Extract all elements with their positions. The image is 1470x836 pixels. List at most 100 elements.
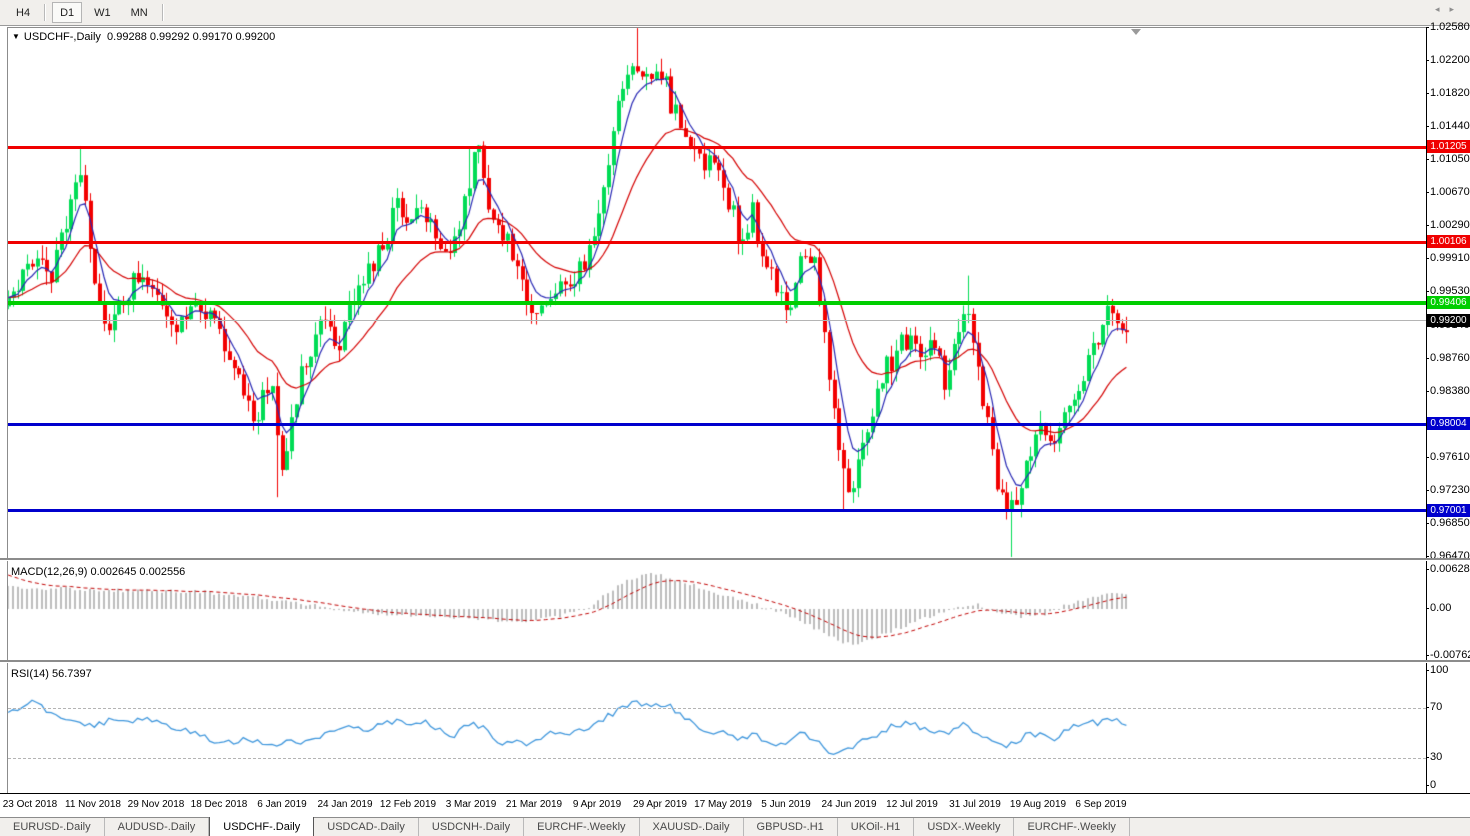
date-axis-label: 12 Feb 2019 [379, 799, 437, 810]
date-axis-label: 29 Nov 2018 [127, 799, 185, 810]
tab-scroll-left-icon[interactable]: ◂ [1434, 4, 1450, 14]
price-axis-tick: 0.98380 [1426, 385, 1470, 397]
tick-dash [1426, 192, 1429, 193]
rsi-axis-tick: 30 [1426, 751, 1470, 763]
price-tag-0.97001: 0.97001 [1427, 504, 1470, 517]
price-tag-1.00106: 1.00106 [1427, 235, 1470, 248]
tick-dash [1426, 670, 1429, 671]
price-axis-tick: 0.98760 [1426, 352, 1470, 364]
tick-dash [1426, 159, 1429, 160]
rsi-axis-tick: 100 [1426, 664, 1470, 676]
tick-dash [1426, 608, 1429, 609]
price-tag-0.99406: 0.99406 [1427, 296, 1470, 309]
price-axis-tick: 1.00290 [1426, 219, 1470, 231]
chart-tab-ukoilh1[interactable]: UKOil-.H1 [838, 818, 915, 836]
tab-scroll-right-icon[interactable]: ▸ [1449, 4, 1464, 14]
price-axis-tick: 0.97230 [1426, 484, 1470, 496]
chart-title: ▼ USDCHF-,Daily 0.99288 0.99292 0.99170 0… [12, 31, 275, 43]
chart-tab-audusddaily[interactable]: AUDUSD-.Daily [105, 818, 210, 836]
date-axis-label: 3 Mar 2019 [445, 799, 497, 810]
tick-dash [1426, 569, 1429, 570]
price-axis-tick: 1.01050 [1426, 153, 1470, 165]
collapse-triangle-icon[interactable]: ▼ [12, 32, 20, 41]
tick-dash [1426, 490, 1429, 491]
level-line-0.99406[interactable] [8, 301, 1426, 305]
chart-tab-eurchfweekly[interactable]: EURCHF-.Weekly [1014, 818, 1130, 836]
date-axis-label: 5 Jun 2019 [761, 799, 811, 810]
date-axis-label: 17 May 2019 [694, 799, 752, 810]
price-axis-tick: 0.99530 [1426, 285, 1470, 297]
level-line-0.99200[interactable] [8, 320, 1426, 321]
date-axis-separator [0, 793, 1470, 794]
chart-tab-usdxweekly[interactable]: USDX-.Weekly [914, 818, 1015, 836]
date-axis-label: 6 Jan 2019 [257, 799, 307, 810]
tick-dash [1426, 757, 1429, 758]
tick-dash [1426, 391, 1429, 392]
rsi-level-70-line [8, 708, 1426, 709]
pane-separator-rsi[interactable] [0, 660, 1470, 663]
date-axis-label: 6 Sep 2019 [1075, 799, 1127, 810]
macd-axis-tick: -0.00762 [1426, 649, 1470, 661]
tab-scroll-arrows[interactable]: ◂▸ [1435, 4, 1464, 15]
price-axis-tick: 0.99910 [1426, 252, 1470, 264]
chart-tab-gbpusdh1[interactable]: GBPUSD-.H1 [744, 818, 838, 836]
price-axis-tick: 0.97610 [1426, 451, 1470, 463]
tick-dash [1426, 785, 1429, 786]
tick-dash [1426, 60, 1429, 61]
level-line-0.98004[interactable] [8, 423, 1426, 426]
price-axis-tick: 1.00670 [1426, 186, 1470, 198]
tick-dash [1426, 523, 1429, 524]
rsi-axis-tick: 0 [1426, 779, 1470, 791]
chart-tab-xauusddaily[interactable]: XAUUSD-.Daily [640, 818, 744, 836]
macd-axis-tick: 0.00 [1426, 602, 1470, 614]
tick-dash [1426, 126, 1429, 127]
level-line-1.01205[interactable] [8, 146, 1426, 149]
macd-indicator-label: MACD(12,26,9) 0.002645 0.002556 [11, 566, 186, 578]
tick-dash [1426, 655, 1429, 656]
chart-tab-usdcnhdaily[interactable]: USDCNH-.Daily [419, 818, 525, 836]
date-axis-label: 18 Dec 2018 [190, 799, 248, 810]
tick-dash [1426, 225, 1429, 226]
date-axis-label: 31 Jul 2019 [949, 799, 1001, 810]
price-tag-0.98004: 0.98004 [1427, 417, 1470, 430]
date-axis-label: 21 Mar 2019 [505, 799, 563, 810]
price-tag-0.99200: 0.99200 [1427, 314, 1470, 327]
date-axis-label: 23 Oct 2018 [2, 799, 58, 810]
level-line-0.97001[interactable] [8, 509, 1426, 512]
price-axis-tick: 1.01440 [1426, 120, 1470, 132]
price-axis-tick: 1.02200 [1426, 54, 1470, 66]
chart-tab-bar: EURUSD-.Daily AUDUSD-.Daily USDCHF-.Daily U… [0, 817, 1470, 836]
date-axis-label: 24 Jun 2019 [821, 799, 877, 810]
rsi-axis-tick: 70 [1426, 701, 1470, 713]
level-line-1.00106[interactable] [8, 241, 1426, 244]
tick-dash [1426, 457, 1429, 458]
chart-tab-eurusddaily[interactable]: EURUSD-.Daily [0, 818, 105, 836]
macd-axis-tick: 0.006286 [1426, 563, 1470, 575]
tick-dash [1426, 556, 1429, 557]
chart-tab-usdchfdaily[interactable]: USDCHF-.Daily [209, 817, 315, 836]
chart-tab-usdcaddaily[interactable]: USDCAD-.Daily [314, 818, 419, 836]
tick-dash [1426, 707, 1429, 708]
rsi-indicator-label: RSI(14) 56.7397 [11, 668, 92, 680]
tick-dash [1426, 291, 1429, 292]
pane-separator-macd[interactable] [0, 558, 1470, 561]
tick-dash [1426, 93, 1429, 94]
tick-dash [1426, 27, 1429, 28]
chart-symbol-label: USDCHF-,Daily [23, 31, 101, 43]
price-tag-1.01205: 1.01205 [1427, 140, 1470, 153]
tick-dash [1426, 358, 1429, 359]
date-axis-label: 29 Apr 2019 [633, 799, 687, 810]
chart-quotes-label: 0.99288 0.99292 0.99170 0.99200 [107, 31, 276, 43]
price-axis-tick: 1.01820 [1426, 87, 1470, 99]
tick-dash [1426, 258, 1429, 259]
chart-tab-eurchfweekly[interactable]: EURCHF-.Weekly [524, 818, 640, 836]
price-axis-tick: 0.96850 [1426, 517, 1470, 529]
chart-shift-marker-icon[interactable] [1131, 29, 1141, 35]
date-axis-label: 19 Aug 2019 [1009, 799, 1067, 810]
date-axis-label: 11 Nov 2018 [65, 799, 121, 810]
rsi-level-30-line [8, 758, 1426, 759]
price-axis-tick: 1.02580 [1426, 21, 1470, 33]
date-axis-label: 12 Jul 2019 [886, 799, 938, 810]
